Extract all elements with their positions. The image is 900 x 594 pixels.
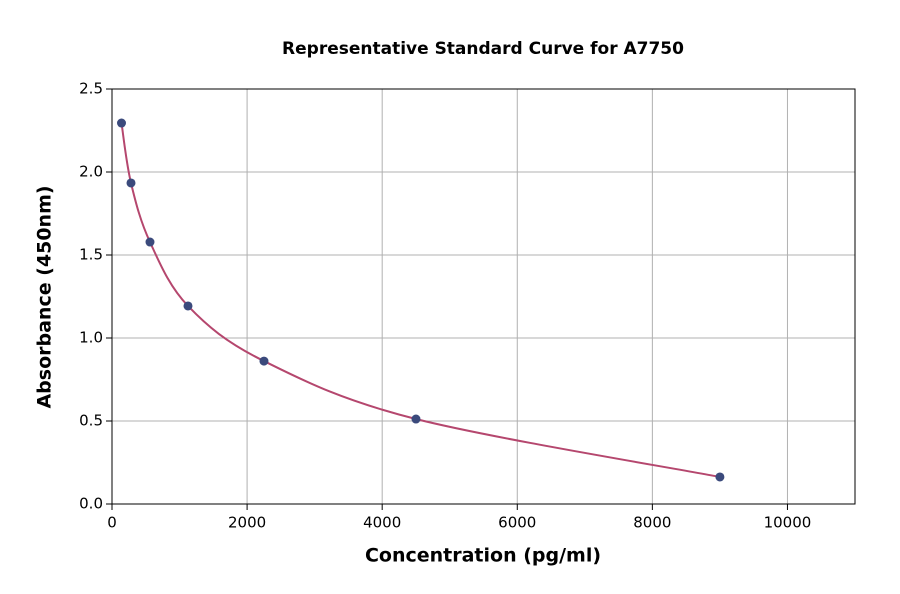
y-axis-label: Absorbance (450nm) <box>34 185 56 408</box>
x-tick-label: 8000 <box>633 514 671 532</box>
y-tick-label: 0.5 <box>79 412 103 430</box>
data-point <box>145 237 155 247</box>
plot-frame <box>111 88 856 505</box>
y-tick-label: 0.0 <box>79 495 103 513</box>
y-tick-label: 1.5 <box>79 246 103 264</box>
x-tick-label: 0 <box>107 514 117 532</box>
data-point <box>411 414 421 424</box>
x-tick-label: 6000 <box>498 514 536 532</box>
x-tick-label: 4000 <box>363 514 401 532</box>
y-tick-label: 1.0 <box>79 329 103 347</box>
data-point <box>259 356 269 366</box>
chart-title: Representative Standard Curve for A7750 <box>282 39 684 59</box>
data-point <box>126 178 136 188</box>
data-point <box>183 301 193 311</box>
x-tick-label: 10000 <box>764 514 812 532</box>
y-tick-label: 2.0 <box>79 163 103 181</box>
x-axis-label: Concentration (pg/ml) <box>365 545 601 567</box>
fit-curve <box>120 122 721 478</box>
x-tick-label: 2000 <box>228 514 266 532</box>
data-point <box>116 118 126 128</box>
y-tick-label: 2.5 <box>79 80 103 98</box>
data-point <box>715 472 725 482</box>
